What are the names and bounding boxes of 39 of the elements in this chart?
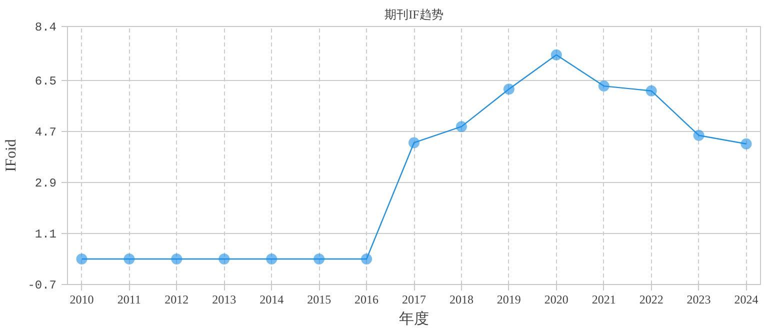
y-tick-label: 2.9 [34,176,57,190]
point [124,253,135,264]
point [408,137,420,148]
x-tick-label: 2017 [402,292,426,306]
point [503,84,514,95]
x-tick-label: 2018 [449,292,474,306]
x-tick-label: 2019 [496,292,521,306]
point [598,80,610,92]
y-tick-label: 6.5 [34,74,57,88]
point [314,253,325,264]
x-tick-label: 2023 [686,292,711,306]
point [456,121,467,132]
point [361,253,372,264]
x-tick-label: 2020 [544,292,568,306]
point [646,85,657,96]
y-tick-label: -0.7 [28,278,57,292]
point [171,253,182,264]
y-tick-label: 1.1 [34,227,57,242]
y-axis-title: IFoid [4,138,20,172]
x-tick-label: 2024 [734,292,758,306]
y-tick-label: 4.7 [34,125,57,140]
x-axis-title: 年度 [399,310,429,328]
x-tick-label: 2013 [212,292,236,306]
x-tick-label: 2012 [164,292,189,306]
x-tick-label: 2021 [592,292,616,306]
x-tick-label: 2014 [260,292,284,306]
point [550,49,562,60]
point [76,253,88,264]
point [740,138,752,150]
x-tick-label: 2015 [307,292,332,306]
y-tick-label: 8.4 [34,20,57,34]
x-tick-label: 2016 [354,292,379,306]
x-tick-label: 2010 [70,292,94,306]
x-tick-label: 2011 [117,292,141,306]
x-tick-label: 2022 [639,292,664,306]
point [693,130,704,141]
chart-title: 期刊IF趋势 [384,8,444,22]
point [266,253,278,264]
point [218,253,230,264]
